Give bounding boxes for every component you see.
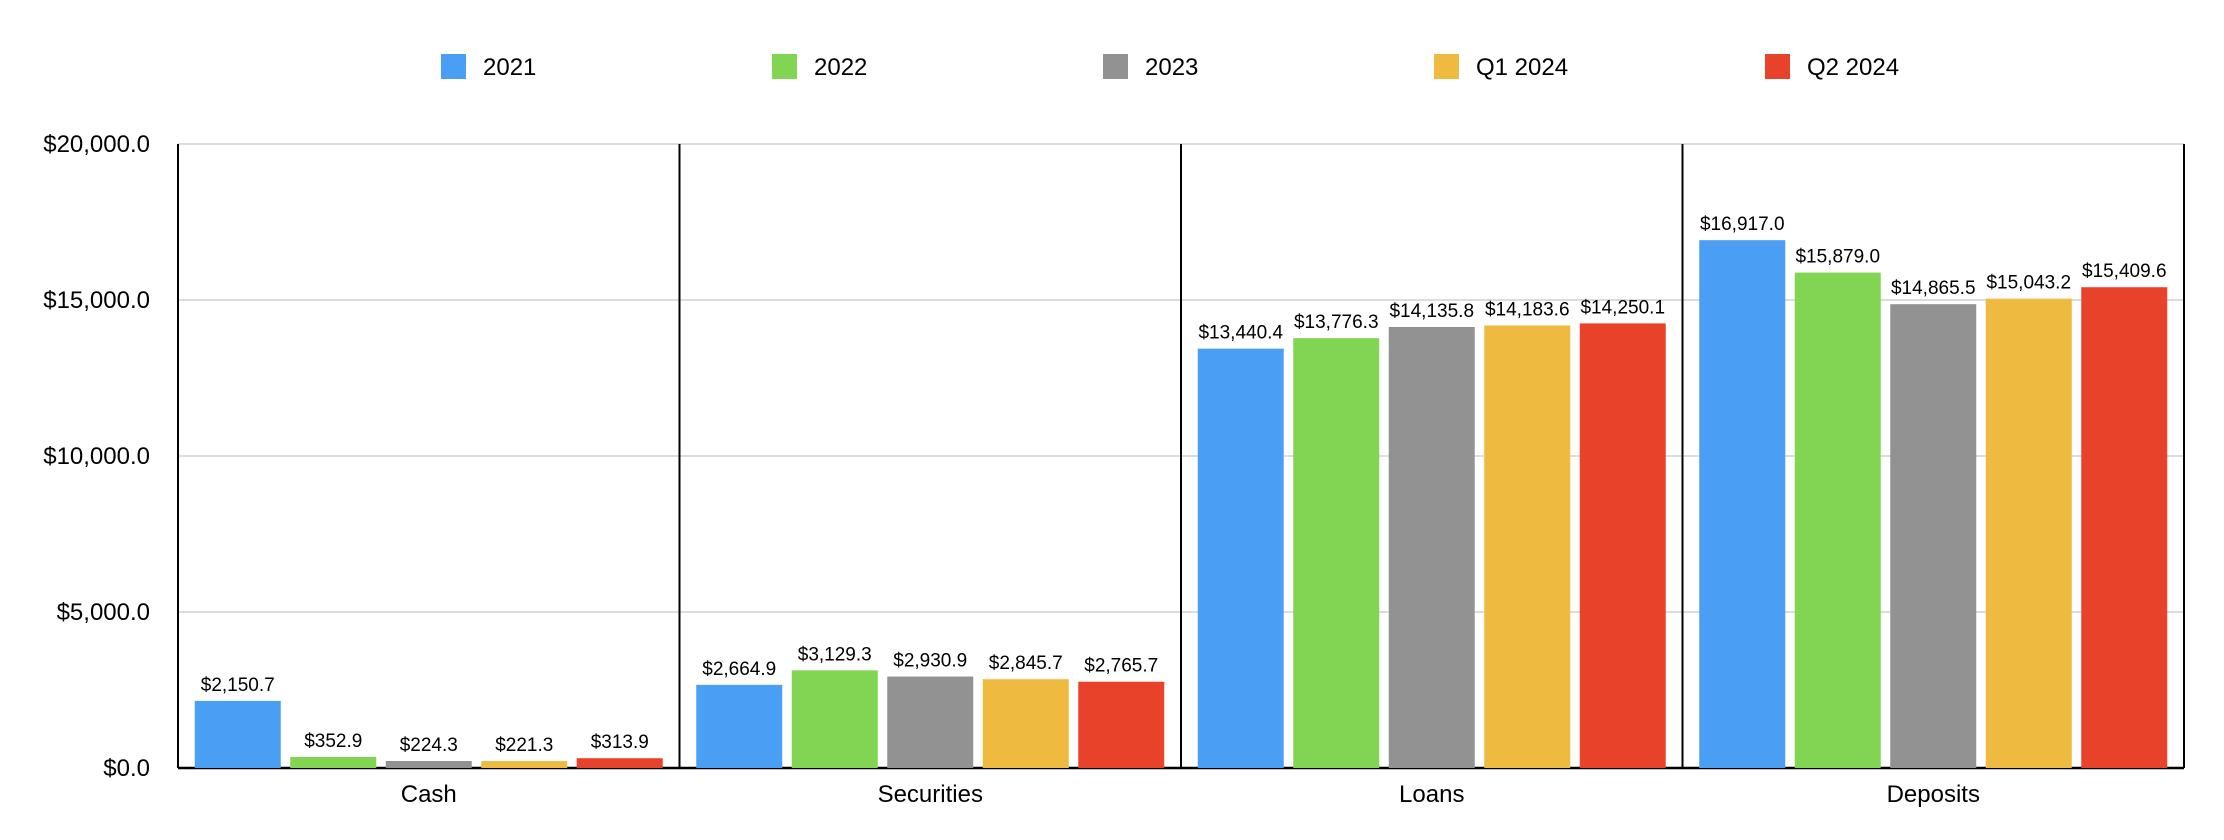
bar	[1388, 326, 1475, 768]
bar-value-label: $14,135.8	[1389, 301, 1474, 322]
bar	[1078, 681, 1165, 768]
bar-value-label: $14,250.1	[1580, 297, 1665, 318]
bar	[1197, 348, 1284, 768]
legend-label: 2022	[814, 54, 867, 81]
x-tick-label: Deposits	[1887, 781, 1980, 808]
bar	[1699, 240, 1786, 769]
bar	[982, 679, 1069, 768]
bar	[887, 676, 974, 768]
legend-label: Q2 2024	[1807, 54, 1899, 81]
bar-value-label: $3,129.3	[798, 644, 872, 665]
bar-value-label: $221.3	[495, 735, 553, 756]
bar-value-label: $313.9	[591, 732, 649, 753]
bar-value-label: $14,865.5	[1891, 278, 1976, 299]
legend-swatch	[772, 54, 797, 79]
bar	[1484, 325, 1571, 768]
bar-value-label: $15,409.6	[2082, 261, 2167, 282]
bar-value-label: $13,440.4	[1198, 323, 1283, 344]
x-tick-label: Cash	[401, 781, 457, 808]
bar-value-label: $15,879.0	[1795, 247, 1880, 268]
legend-swatch	[1434, 54, 1459, 79]
legend-label: 2021	[483, 54, 536, 81]
bar-value-label: $224.3	[400, 735, 458, 756]
y-tick-label: $0.0	[103, 755, 150, 782]
bar	[1579, 323, 1666, 768]
bar-value-label: $2,845.7	[989, 653, 1063, 674]
bar-value-label: $2,930.9	[893, 651, 967, 672]
y-tick-label: $10,000.0	[43, 443, 150, 470]
legend-swatch	[1765, 54, 1790, 79]
x-tick-label: Securities	[878, 781, 983, 808]
bar	[290, 756, 377, 768]
y-tick-label: $15,000.0	[43, 287, 150, 314]
bar	[1293, 338, 1380, 768]
bar-value-label: $352.9	[304, 731, 362, 752]
bar-value-label: $2,664.9	[702, 659, 776, 680]
bar	[481, 761, 568, 768]
x-tick-label: Loans	[1399, 781, 1464, 808]
legend-label: 2023	[1145, 54, 1198, 81]
y-tick-label: $20,000.0	[43, 131, 150, 158]
bar	[1890, 304, 1977, 768]
bar	[576, 758, 663, 768]
chart-legend: 2021 2022 2023 Q1 2024 Q2 2024	[441, 54, 1899, 81]
bar-value-label: $16,917.0	[1700, 214, 1785, 235]
bar-value-label: $2,150.7	[201, 675, 275, 696]
x-axis: Cash Securities Loans Deposits	[401, 144, 1980, 808]
bar	[2081, 287, 2168, 768]
legend-swatch	[441, 54, 466, 79]
bar	[791, 670, 878, 768]
bar-value-label: $13,776.3	[1294, 312, 1379, 333]
bar	[385, 761, 472, 768]
bar	[194, 700, 281, 768]
bar-value-label: $14,183.6	[1485, 299, 1570, 320]
legend-label: Q1 2024	[1476, 54, 1568, 81]
bars	[194, 240, 2168, 769]
bar	[1985, 298, 2072, 768]
bar	[1794, 272, 1881, 768]
bar	[696, 684, 783, 768]
bar-value-label: $15,043.2	[1986, 273, 2071, 294]
bar-value-label: $2,765.7	[1084, 656, 1158, 677]
y-tick-label: $5,000.0	[57, 599, 150, 626]
data-labels: $2,150.7 $352.9 $224.3 $221.3 $313.9 $2,664.9…	[201, 214, 2167, 756]
legend-swatch	[1103, 54, 1128, 79]
